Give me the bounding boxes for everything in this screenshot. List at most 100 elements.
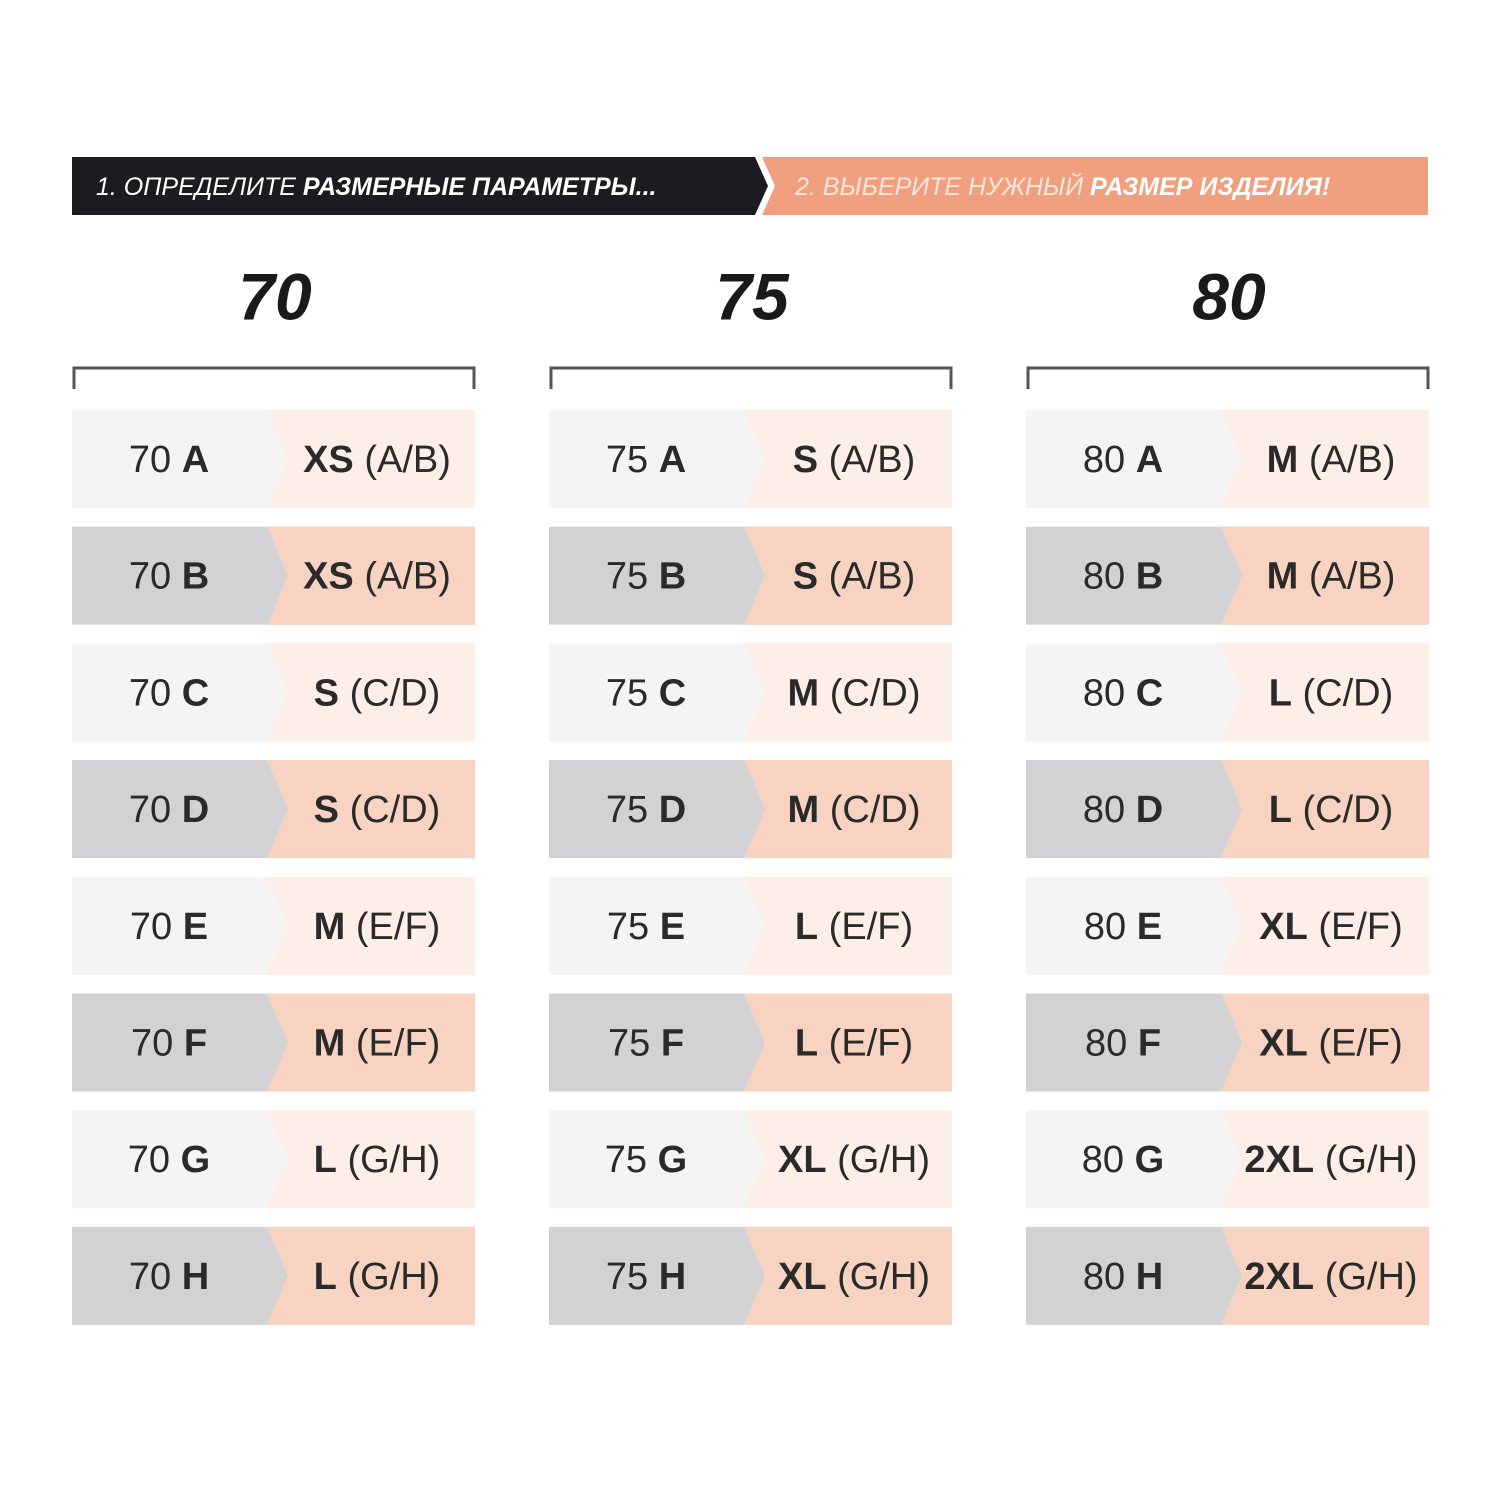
cup: B: [182, 556, 209, 598]
step2-bold: РАЗМЕР ИЗДЕЛИЯ!: [1090, 173, 1330, 201]
cup: C: [1136, 672, 1163, 714]
cup-fit: (A/B): [829, 556, 916, 598]
size: S: [793, 556, 818, 598]
band: 70: [129, 439, 171, 481]
product-size: M (C/D): [788, 789, 921, 831]
cup: H: [182, 1256, 209, 1298]
size: M: [314, 1023, 346, 1065]
band: 80: [1083, 1256, 1125, 1298]
row-right: [744, 643, 952, 742]
bra-size: 70 H: [129, 1256, 209, 1298]
cup-fit: (C/D): [830, 789, 921, 831]
cup: G: [181, 1139, 211, 1181]
product-size: L (E/F): [795, 906, 913, 948]
row-right: [1221, 876, 1429, 975]
cup: A: [659, 439, 686, 481]
column-bracket: [1026, 366, 1430, 389]
band: 75: [607, 906, 649, 948]
bra-size: 75 C: [606, 672, 686, 714]
product-size: S (A/B): [793, 556, 915, 598]
band: 75: [606, 672, 648, 714]
band: 80: [1083, 789, 1125, 831]
cup-fit: (A/B): [829, 439, 916, 481]
step1-bold: РАЗМЕРНЫЕ ПАРАМЕТРЫ...: [303, 173, 657, 201]
row-right: [744, 526, 952, 625]
column-title: 80: [1192, 259, 1266, 333]
cup-fit: (C/D): [1303, 789, 1394, 831]
row-right: [744, 1110, 952, 1209]
size: M: [1267, 439, 1299, 481]
band: 70: [129, 789, 171, 831]
product-size: 2XL (G/H): [1244, 1256, 1417, 1298]
cup-fit: (E/F): [829, 1023, 913, 1065]
size: L: [314, 1139, 337, 1181]
product-size: XL (E/F): [1259, 1023, 1403, 1065]
product-size: M (C/D): [788, 672, 921, 714]
band: 80: [1082, 1139, 1124, 1181]
step1-prefix: 1. ОПРЕДЕЛИТЕ: [96, 173, 296, 201]
cup-fit: (G/H): [837, 1256, 930, 1298]
bra-size: 70 F: [131, 1023, 207, 1065]
cup: G: [1135, 1139, 1165, 1181]
step1-text: 1. ОПРЕДЕЛИТЕ РАЗМЕРНЫЕ ПАРАМЕТРЫ...: [96, 173, 657, 201]
cup-fit: (C/D): [350, 789, 441, 831]
band: 70: [131, 1023, 173, 1065]
cup-fit: (G/H): [837, 1139, 930, 1181]
product-size: M (A/B): [1267, 439, 1396, 481]
row-right: [267, 1110, 475, 1209]
row-right: [267, 760, 475, 859]
size: M: [1267, 556, 1299, 598]
row-right: [1221, 1226, 1429, 1325]
bra-size: 80 F: [1085, 1023, 1161, 1065]
size: 2XL: [1244, 1256, 1314, 1298]
cup-fit: (A/B): [1309, 556, 1396, 598]
bra-size: 70 A: [129, 439, 209, 481]
product-size: L (E/F): [795, 1023, 913, 1065]
product-size: S (C/D): [314, 789, 441, 831]
size: XS: [303, 556, 354, 598]
band: 70: [129, 672, 171, 714]
band: 80: [1085, 1023, 1127, 1065]
cup: E: [1137, 906, 1162, 948]
product-size: L (C/D): [1269, 672, 1394, 714]
band: 75: [606, 439, 648, 481]
size: L: [1269, 789, 1292, 831]
product-size: M (E/F): [314, 906, 441, 948]
row-right: [1221, 526, 1429, 625]
cup: C: [182, 672, 209, 714]
size: S: [793, 439, 818, 481]
product-size: L (G/H): [314, 1139, 441, 1181]
row-right: [1221, 410, 1429, 508]
product-size: XL (G/H): [778, 1256, 930, 1298]
column-bracket: [549, 366, 953, 389]
band: 70: [129, 556, 171, 598]
row-right: [1221, 1110, 1429, 1209]
column-title: 70: [238, 259, 312, 333]
size: XS: [303, 439, 354, 481]
band: 75: [606, 1256, 648, 1298]
size: XL: [778, 1139, 827, 1181]
row-right: [267, 876, 475, 975]
product-size: L (G/H): [314, 1256, 441, 1298]
cup-fit: (E/F): [356, 1023, 440, 1065]
bra-size: 80 E: [1084, 906, 1162, 948]
cup-fit: (E/F): [1318, 1023, 1402, 1065]
cup-fit: (E/F): [356, 906, 440, 948]
row-right: [267, 526, 475, 625]
bra-size: 80 C: [1083, 672, 1163, 714]
size: L: [795, 906, 818, 948]
cup-fit: (C/D): [350, 672, 441, 714]
bra-size: 80 G: [1082, 1139, 1164, 1181]
product-size: M (A/B): [1267, 556, 1396, 598]
bra-size: 70 E: [130, 906, 208, 948]
column-title: 75: [715, 259, 790, 333]
cup-fit: (A/B): [1309, 439, 1396, 481]
row-right: [267, 643, 475, 742]
cup: C: [659, 672, 686, 714]
row-right: [267, 993, 475, 1092]
bra-size: 75 B: [606, 556, 686, 598]
step1-bar: [72, 157, 768, 215]
size: M: [314, 906, 346, 948]
cup: G: [658, 1139, 688, 1181]
size: M: [788, 672, 820, 714]
